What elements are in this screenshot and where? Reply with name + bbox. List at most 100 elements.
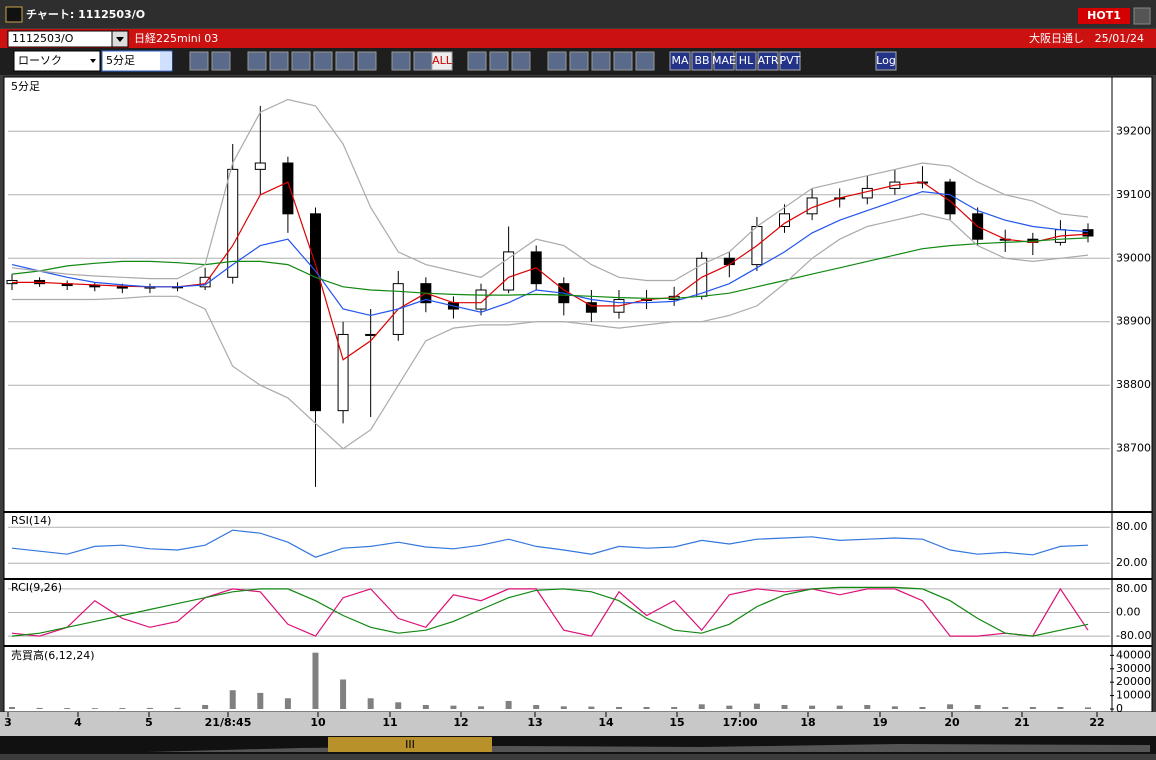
- candle-body: [337, 333, 349, 412]
- time-label: 18: [800, 716, 815, 729]
- volume-bar: [229, 690, 236, 709]
- title-bar: [0, 0, 1156, 28]
- candle-body: [89, 285, 101, 288]
- tool-button-label: ALL: [432, 54, 453, 67]
- y-tick-label: 40000: [1116, 648, 1151, 661]
- volume-bar: [367, 698, 374, 709]
- tool-button[interactable]: [431, 51, 453, 71]
- volume-bar: [9, 706, 15, 709]
- candle-body: [503, 251, 515, 291]
- tool-button-label: Log: [876, 54, 896, 67]
- tool-icon[interactable]: [391, 51, 411, 71]
- dropdown-arrow: [90, 59, 96, 63]
- tool-icon[interactable]: [335, 51, 355, 71]
- tool-button-label: MA: [671, 54, 688, 67]
- volume-bar: [615, 706, 622, 709]
- tool-button-label: MAE: [712, 54, 736, 67]
- tool-icon[interactable]: [211, 51, 231, 71]
- volume-bar: [202, 704, 209, 709]
- symbol-name: 日経225mini 03: [134, 32, 218, 45]
- time-label: 19: [872, 716, 887, 729]
- tool-button[interactable]: [779, 51, 801, 71]
- y-tick-label: -80.00: [1116, 629, 1151, 642]
- time-label: 17:00: [722, 716, 757, 729]
- tool-button[interactable]: [669, 51, 691, 71]
- tool-icon[interactable]: [291, 51, 311, 71]
- interval: 5分足: [106, 54, 135, 67]
- y-tick-label: 0: [1116, 702, 1123, 715]
- time-label: 22: [1089, 716, 1104, 729]
- time-label: 20: [944, 716, 960, 729]
- y-tick-label: 39200: [1116, 124, 1151, 137]
- tool-icon[interactable]: [269, 51, 289, 71]
- scroll-thumb[interactable]: [328, 737, 492, 752]
- tool-button[interactable]: [691, 51, 713, 71]
- tool-icon[interactable]: [357, 51, 377, 71]
- y-tick-label: 30000: [1116, 662, 1151, 675]
- tool-button-label: BB: [694, 54, 709, 67]
- tool-button[interactable]: [713, 51, 735, 71]
- y-tick-label: 38800: [1116, 378, 1151, 391]
- volume-bar: [919, 706, 926, 709]
- tool-icon[interactable]: [591, 51, 611, 71]
- panel-title: RSI(14): [11, 514, 51, 527]
- panel-title: 5分足: [11, 80, 40, 93]
- indicator-line: [11, 190, 1089, 317]
- volume-bar: [753, 703, 760, 709]
- time-label: 21: [1014, 716, 1029, 729]
- tool-icon[interactable]: [489, 51, 509, 71]
- dropdown-button[interactable]: [160, 52, 172, 70]
- tool-icon[interactable]: [613, 51, 633, 71]
- volume-bar: [974, 704, 981, 709]
- time-label: 5: [145, 716, 153, 729]
- y-tick-label: 10000: [1116, 689, 1151, 702]
- candle-body: [365, 333, 377, 336]
- volume-bar: [312, 652, 319, 709]
- volume-bar: [671, 706, 678, 709]
- date-label: 25/01/24: [1095, 32, 1144, 45]
- volume-bar: [1085, 707, 1091, 709]
- close-button[interactable]: [1133, 7, 1151, 25]
- time-label: 10: [310, 716, 326, 729]
- candle-body: [227, 168, 239, 278]
- tool-button-label: ATR: [757, 54, 778, 67]
- tool-button[interactable]: [735, 51, 757, 71]
- volume-bar: [836, 705, 843, 709]
- time-label: 12: [453, 716, 468, 729]
- time-label: 11: [382, 716, 397, 729]
- scroll-grip: III: [405, 738, 415, 751]
- tool-icon[interactable]: [511, 51, 531, 71]
- tool-icon[interactable]: [467, 51, 487, 71]
- tool-icon[interactable]: [413, 51, 433, 71]
- candle-body: [309, 213, 321, 412]
- tool-icon[interactable]: [247, 51, 267, 71]
- volume-bar: [284, 698, 291, 709]
- time-label: 13: [527, 716, 542, 729]
- volume-bar: [340, 679, 347, 709]
- hot-button[interactable]: [1078, 8, 1130, 24]
- candle-body: [199, 276, 211, 288]
- volume-bar: [1029, 706, 1036, 709]
- time-axis: [0, 712, 1156, 736]
- tool-button[interactable]: [875, 51, 897, 71]
- candle-body: [282, 162, 294, 215]
- candle-body: [116, 286, 128, 289]
- tool-icon[interactable]: [547, 51, 567, 71]
- tool-button[interactable]: [757, 51, 779, 71]
- y-tick-label: 80.00: [1116, 520, 1148, 533]
- chart-kind-select[interactable]: [13, 50, 101, 72]
- candle-body: [254, 162, 266, 170]
- volume-bar: [36, 707, 43, 709]
- tool-icon[interactable]: [569, 51, 589, 71]
- volume-bar: [781, 704, 788, 709]
- tool-icon[interactable]: [189, 51, 209, 71]
- indicator-line: [11, 587, 1089, 637]
- volume-bar: [146, 707, 153, 709]
- tool-icons: ALL MA BB MAE HL ATR PVT Log: [189, 51, 897, 71]
- tool-icon[interactable]: [313, 51, 333, 71]
- candle-body: [1082, 229, 1094, 237]
- symbol-code: 1112503/O: [12, 32, 74, 45]
- tool-icon[interactable]: [635, 51, 655, 71]
- volume-bar: [1002, 706, 1009, 709]
- volume-bar: [891, 706, 898, 709]
